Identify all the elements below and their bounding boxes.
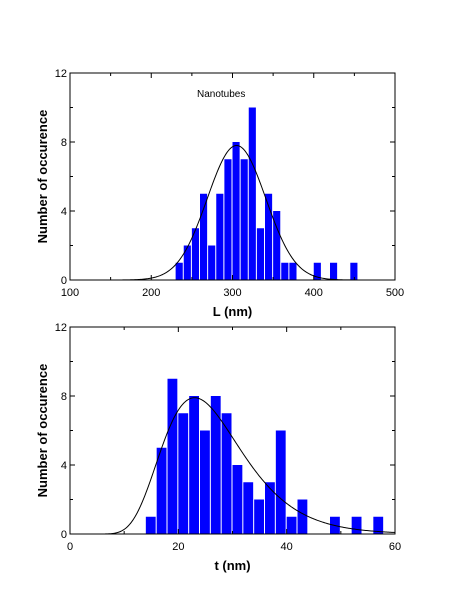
thickness-bar-1 bbox=[156, 447, 167, 534]
thickness-y-tick-label: 8 bbox=[61, 391, 67, 403]
thickness-y-tick-label: 12 bbox=[55, 322, 67, 334]
thickness-x-tick-label: 60 bbox=[389, 541, 401, 553]
thickness-bar-14 bbox=[297, 499, 308, 534]
length-bar-9 bbox=[248, 107, 256, 280]
length-y-tick-label: 8 bbox=[61, 137, 67, 149]
length-bar-1 bbox=[183, 245, 191, 280]
length-bar-6 bbox=[224, 159, 232, 280]
length-y-tick-label: 0 bbox=[61, 275, 67, 287]
length-x-tick-label: 400 bbox=[305, 287, 323, 299]
length-bar-5 bbox=[216, 193, 224, 280]
length-bar-0 bbox=[175, 262, 183, 280]
thickness-y-tick-label: 4 bbox=[61, 460, 67, 472]
thickness-x-tick-label: 20 bbox=[172, 541, 184, 553]
thickness-bar-7 bbox=[221, 413, 232, 534]
thickness-bar-2 bbox=[167, 378, 178, 534]
thickness-bar-3 bbox=[178, 413, 189, 534]
thickness-bars bbox=[145, 378, 384, 534]
thickness-bar-0 bbox=[145, 516, 156, 534]
nanotubes-annotation: Nanotubes bbox=[197, 89, 245, 100]
thickness-axis-ticks bbox=[69, 326, 396, 535]
thickness-bar-4 bbox=[189, 396, 199, 534]
thickness-x-axis-label: t (nm) bbox=[214, 558, 250, 573]
thickness-bar-8 bbox=[232, 465, 243, 534]
thickness-fit-curve bbox=[70, 397, 396, 535]
thickness-bar-11 bbox=[265, 482, 275, 534]
length-y-tick-labels: 0 4 8 12 bbox=[55, 68, 67, 287]
length-x-tick-label: 200 bbox=[142, 287, 160, 299]
length-x-axis-label: L (nm) bbox=[213, 304, 252, 319]
length-x-tick-label: 500 bbox=[386, 287, 404, 299]
histogram-length-panel: 100 200 300 400 500 0 4 8 12 L (nm) Number of o… bbox=[35, 68, 404, 319]
thickness-x-tick-labels: 0 20 40 60 bbox=[67, 541, 401, 553]
length-x-tick-label: 300 bbox=[223, 287, 241, 299]
thickness-x-tick-label: 40 bbox=[281, 541, 293, 553]
length-bar-12 bbox=[273, 211, 281, 280]
length-bar-11 bbox=[265, 193, 273, 280]
thickness-bar-17 bbox=[373, 516, 384, 534]
thickness-y-axis-label: Number of occurence bbox=[35, 364, 50, 498]
length-bar-13 bbox=[281, 262, 289, 280]
thickness-bar-6 bbox=[210, 396, 221, 534]
thickness-bar-5 bbox=[200, 430, 210, 534]
thickness-y-tick-label: 0 bbox=[61, 529, 67, 541]
thickness-y-tick-labels: 0 4 8 12 bbox=[55, 322, 67, 541]
length-y-tick-label: 4 bbox=[61, 206, 67, 218]
length-bar-10 bbox=[256, 228, 265, 280]
thickness-bar-13 bbox=[286, 516, 297, 534]
length-bar-8 bbox=[240, 159, 248, 280]
length-bar-16 bbox=[330, 262, 338, 280]
thickness-bar-16 bbox=[351, 516, 362, 534]
length-bar-17 bbox=[350, 262, 358, 280]
histogram-thickness-panel: 0 20 40 60 0 4 8 12 t (nm) Number of occurence bbox=[35, 322, 401, 573]
length-bar-3 bbox=[200, 193, 208, 280]
length-x-tick-labels: 100 200 300 400 500 bbox=[61, 287, 404, 299]
thickness-x-tick-label: 0 bbox=[67, 541, 73, 553]
length-bar-7 bbox=[232, 142, 240, 280]
length-y-tick-label: 12 bbox=[55, 68, 67, 80]
length-axis-ticks bbox=[69, 72, 396, 281]
length-y-axis-label: Number of occurence bbox=[35, 110, 50, 244]
length-x-tick-label: 100 bbox=[61, 287, 79, 299]
length-bar-4 bbox=[208, 245, 216, 280]
thickness-bar-9 bbox=[243, 482, 254, 534]
length-bar-2 bbox=[191, 228, 200, 280]
length-bars bbox=[175, 107, 358, 280]
length-bar-14 bbox=[289, 262, 297, 280]
thickness-bar-10 bbox=[254, 499, 264, 534]
length-bar-15 bbox=[313, 262, 321, 280]
thickness-bar-12 bbox=[275, 430, 286, 534]
